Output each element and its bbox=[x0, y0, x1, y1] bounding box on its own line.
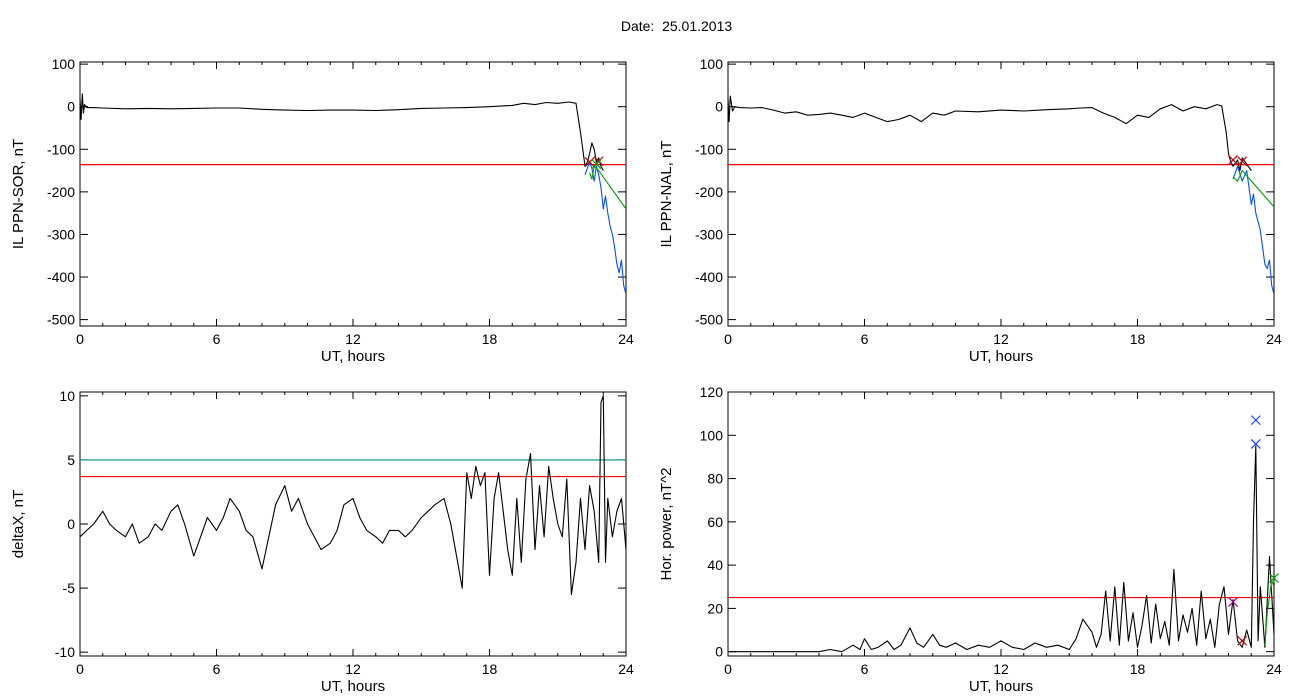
plot-frame bbox=[727, 391, 1275, 657]
series-line-black bbox=[80, 395, 626, 596]
y-tick-label: -100 bbox=[695, 141, 723, 157]
y-tick-label: 60 bbox=[707, 514, 723, 530]
y-tick-label: -200 bbox=[695, 184, 723, 200]
plot-frame bbox=[79, 391, 627, 657]
y-tick-label: -500 bbox=[695, 312, 723, 328]
x-tick-label: 18 bbox=[482, 331, 498, 347]
series-line-green bbox=[1232, 170, 1274, 208]
y-tick-label: 10 bbox=[59, 388, 75, 404]
y-tick-label: 5 bbox=[67, 452, 75, 468]
y-tick-label: 120 bbox=[700, 384, 724, 400]
x-tick-label: 12 bbox=[345, 661, 361, 677]
x-tick-label: 6 bbox=[213, 661, 221, 677]
plot-data bbox=[80, 395, 626, 596]
marker-x bbox=[1250, 415, 1261, 426]
plot-data bbox=[728, 95, 1274, 295]
x-tick-label: 6 bbox=[861, 661, 869, 677]
x-tick-label: 0 bbox=[724, 331, 732, 347]
y-tick-label: 0 bbox=[715, 644, 723, 660]
series-line-black bbox=[728, 95, 1252, 172]
y-tick-label: -300 bbox=[695, 226, 723, 242]
marker-x bbox=[584, 157, 595, 167]
plot-data bbox=[728, 445, 1274, 653]
y-tick-label: 100 bbox=[700, 56, 724, 72]
x-tick-label: 12 bbox=[345, 331, 361, 347]
x-tick-label: 6 bbox=[213, 331, 221, 347]
y-tick-label: -100 bbox=[47, 141, 75, 157]
x-tick-label: 0 bbox=[76, 661, 84, 677]
chart-panel-power: 0 6 12 18 24 120 100 80 60 40 20 0 UT, hours Hor. pow… bbox=[658, 384, 1282, 695]
plot-frame bbox=[79, 61, 627, 327]
x-tick-label: 0 bbox=[76, 331, 84, 347]
x-tick-label: 18 bbox=[1130, 331, 1146, 347]
marker-x bbox=[1250, 439, 1261, 449]
plot-data bbox=[80, 93, 626, 295]
marker-x bbox=[1269, 573, 1279, 584]
x-axis-label: UT, hours bbox=[321, 348, 385, 365]
y-axis-label: IL PPN-SOR, nT bbox=[10, 139, 27, 249]
x-tick-label: 24 bbox=[618, 331, 634, 347]
y-tick-label: 80 bbox=[707, 471, 723, 487]
series-line-black bbox=[728, 445, 1274, 653]
chart-panel-nal: 0 6 12 18 24 100 0 -100 -200 -300 -400 -500 UT, hour… bbox=[658, 56, 1282, 365]
y-axis-label: Hor. power, nT^2 bbox=[658, 468, 675, 581]
y-tick-label: -400 bbox=[695, 269, 723, 285]
y-axis-label: IL PPN-NAL, nT bbox=[658, 141, 675, 248]
x-tick-label: 12 bbox=[993, 331, 1009, 347]
series-line-blue bbox=[1232, 165, 1274, 295]
x-tick-label: 18 bbox=[482, 661, 498, 677]
chart-panel-sor: 0 6 12 18 24 100 0 -100 -200 -300 -400 -500 UT, hour… bbox=[10, 56, 634, 365]
series-line-black bbox=[80, 93, 604, 171]
x-tick-label: 24 bbox=[1266, 661, 1282, 677]
y-tick-label: 40 bbox=[707, 557, 723, 573]
y-tick-label: 100 bbox=[52, 56, 76, 72]
y-tick-label: 0 bbox=[67, 99, 75, 115]
x-axis-label: UT, hours bbox=[969, 678, 1033, 695]
x-axis-label: UT, hours bbox=[321, 678, 385, 695]
page-title: Date: 25.01.2013 bbox=[620, 18, 733, 34]
y-tick-label: 0 bbox=[715, 99, 723, 115]
x-tick-label: 24 bbox=[618, 661, 634, 677]
y-tick-label: -500 bbox=[47, 312, 75, 328]
y-tick-label: 100 bbox=[700, 427, 724, 443]
y-tick-label: 20 bbox=[707, 600, 723, 616]
y-tick-label: 0 bbox=[67, 516, 75, 532]
plot-frame bbox=[727, 61, 1275, 327]
y-tick-label: -200 bbox=[47, 184, 75, 200]
y-tick-label: -300 bbox=[47, 226, 75, 242]
x-tick-label: 24 bbox=[1266, 331, 1282, 347]
y-tick-label: -5 bbox=[63, 580, 76, 596]
x-tick-label: 18 bbox=[1130, 661, 1146, 677]
series-line-blue bbox=[584, 161, 626, 295]
series-line-green bbox=[1264, 579, 1274, 646]
marker-x bbox=[1228, 155, 1238, 165]
marker-x bbox=[1237, 635, 1248, 646]
x-tick-label: 0 bbox=[724, 661, 732, 677]
x-axis-label: UT, hours bbox=[969, 348, 1033, 365]
marker-x bbox=[1237, 156, 1248, 167]
y-axis-label: deltaX, nT bbox=[10, 490, 27, 558]
marker-x bbox=[1228, 596, 1238, 607]
marker-x bbox=[591, 159, 602, 170]
x-tick-label: 6 bbox=[861, 331, 869, 347]
y-tick-label: -10 bbox=[55, 644, 75, 660]
y-tick-label: -400 bbox=[47, 269, 75, 285]
x-tick-label: 12 bbox=[993, 661, 1009, 677]
chart-panel-deltax: 0 6 12 18 24 10 5 0 -5 -10 UT, hours deltaX, nT bbox=[10, 388, 634, 695]
